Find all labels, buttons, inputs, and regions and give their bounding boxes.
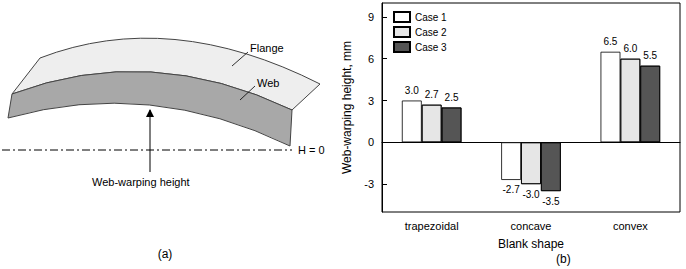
svg-text:(b): (b) bbox=[556, 252, 571, 266]
svg-text:-2.7: -2.7 bbox=[503, 184, 521, 195]
svg-text:Web-warping height, mm: Web-warping height, mm bbox=[340, 41, 354, 174]
svg-text:Case 2: Case 2 bbox=[415, 27, 447, 38]
svg-text:0: 0 bbox=[368, 136, 374, 148]
svg-text:6.5: 6.5 bbox=[604, 36, 618, 47]
svg-text:9: 9 bbox=[368, 11, 374, 23]
svg-text:3: 3 bbox=[368, 95, 374, 107]
svg-text:-3.5: -3.5 bbox=[542, 196, 560, 207]
svg-text:2.5: 2.5 bbox=[445, 92, 459, 103]
svg-text:Case 1: Case 1 bbox=[415, 12, 447, 23]
svg-text:3.0: 3.0 bbox=[405, 85, 419, 96]
svg-text:concave: concave bbox=[511, 220, 552, 232]
svg-text:5.5: 5.5 bbox=[643, 50, 657, 61]
svg-text:Web: Web bbox=[257, 77, 279, 89]
svg-text:Case 3: Case 3 bbox=[415, 42, 447, 53]
svg-text:6.0: 6.0 bbox=[623, 43, 637, 54]
svg-text:trapezoidal: trapezoidal bbox=[405, 220, 459, 232]
svg-text:Flange: Flange bbox=[250, 42, 284, 54]
svg-text:(a): (a) bbox=[158, 247, 173, 261]
svg-text:-3: -3 bbox=[364, 178, 374, 190]
svg-text:convex: convex bbox=[613, 220, 648, 232]
svg-text:6: 6 bbox=[368, 53, 374, 65]
svg-text:Web-warping height: Web-warping height bbox=[92, 176, 190, 188]
svg-text:-3.0: -3.0 bbox=[522, 189, 540, 200]
svg-text:H = 0: H = 0 bbox=[298, 144, 325, 156]
svg-text:2.7: 2.7 bbox=[425, 89, 439, 100]
svg-text:Blank shape: Blank shape bbox=[498, 237, 564, 251]
